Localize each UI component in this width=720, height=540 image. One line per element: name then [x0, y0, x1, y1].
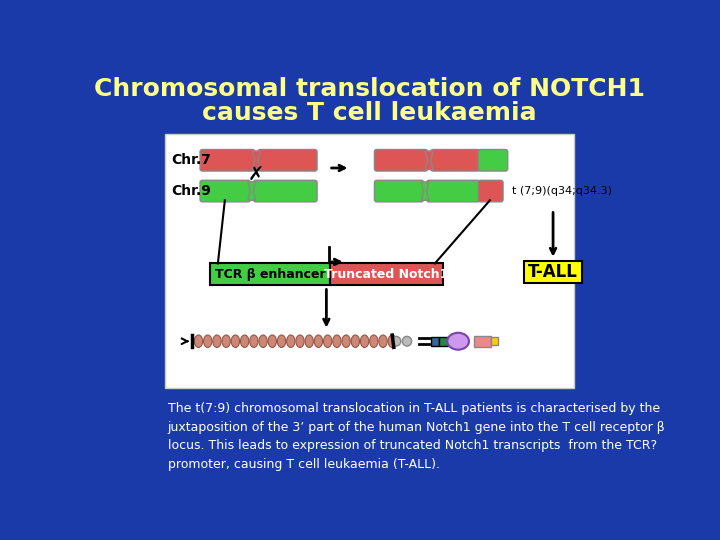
- Ellipse shape: [277, 335, 286, 347]
- Ellipse shape: [231, 335, 240, 347]
- FancyBboxPatch shape: [374, 180, 423, 202]
- Ellipse shape: [259, 335, 267, 347]
- FancyBboxPatch shape: [478, 150, 508, 171]
- Ellipse shape: [305, 335, 313, 347]
- Text: Truncated Notch1: Truncated Notch1: [324, 268, 449, 281]
- Ellipse shape: [323, 335, 332, 347]
- Ellipse shape: [213, 335, 221, 347]
- Polygon shape: [253, 151, 260, 170]
- Ellipse shape: [369, 335, 378, 347]
- Text: Chr.7: Chr.7: [171, 153, 211, 167]
- FancyBboxPatch shape: [427, 180, 480, 202]
- Bar: [165, 134, 575, 388]
- FancyBboxPatch shape: [253, 180, 317, 202]
- Bar: [330, 264, 443, 285]
- Ellipse shape: [240, 335, 249, 347]
- Text: causes T cell leukaemia: causes T cell leukaemia: [202, 100, 536, 125]
- Ellipse shape: [379, 335, 387, 347]
- Ellipse shape: [222, 335, 230, 347]
- Bar: [438, 336, 448, 346]
- Bar: [431, 336, 438, 346]
- FancyBboxPatch shape: [200, 180, 251, 202]
- Ellipse shape: [204, 335, 212, 347]
- Polygon shape: [421, 182, 429, 200]
- FancyBboxPatch shape: [200, 150, 255, 171]
- Text: The t(7:9) chromosomal translocation in T-ALL patients is characterised by the
j: The t(7:9) chromosomal translocation in …: [168, 402, 665, 470]
- Ellipse shape: [447, 333, 469, 350]
- Text: T-ALL: T-ALL: [528, 263, 578, 281]
- Ellipse shape: [388, 335, 397, 347]
- Bar: [474, 336, 490, 347]
- Ellipse shape: [361, 335, 369, 347]
- FancyBboxPatch shape: [478, 180, 503, 202]
- FancyBboxPatch shape: [374, 150, 428, 171]
- FancyBboxPatch shape: [258, 150, 317, 171]
- Ellipse shape: [268, 335, 276, 347]
- Bar: [210, 264, 330, 285]
- FancyBboxPatch shape: [431, 150, 480, 171]
- Polygon shape: [248, 182, 256, 200]
- Ellipse shape: [342, 335, 350, 347]
- Text: t (7;9)(q34;q34.3): t (7;9)(q34;q34.3): [512, 186, 611, 196]
- Ellipse shape: [194, 335, 202, 347]
- Bar: [524, 261, 582, 283]
- Ellipse shape: [402, 336, 412, 346]
- Text: ✗: ✗: [248, 166, 264, 185]
- Text: TCR β enhancer: TCR β enhancer: [215, 268, 325, 281]
- Ellipse shape: [392, 336, 401, 346]
- Ellipse shape: [250, 335, 258, 347]
- Ellipse shape: [296, 335, 304, 347]
- Ellipse shape: [287, 335, 295, 347]
- Bar: [490, 338, 498, 345]
- Text: Chr.9: Chr.9: [171, 184, 211, 198]
- Ellipse shape: [351, 335, 359, 347]
- Ellipse shape: [333, 335, 341, 347]
- Text: Chromosomal translocation of NOTCH1: Chromosomal translocation of NOTCH1: [94, 77, 644, 102]
- Polygon shape: [426, 151, 433, 170]
- Ellipse shape: [315, 335, 323, 347]
